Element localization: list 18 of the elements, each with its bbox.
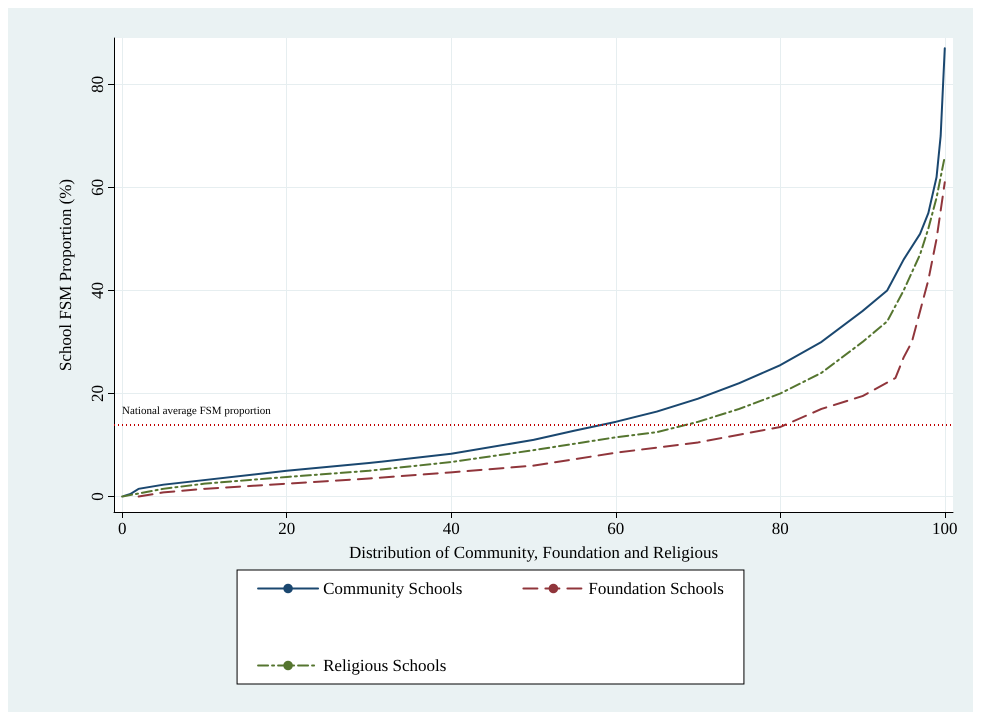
x-tick-label: 100 xyxy=(932,519,958,538)
y-tick-label: 40 xyxy=(88,282,107,299)
y-tick-label: 80 xyxy=(88,76,107,93)
ref-line-label: National average FSM proportion xyxy=(122,404,272,417)
y-axis-title: School FSM Proportion (%) xyxy=(56,178,75,372)
x-tick-label: 80 xyxy=(772,519,789,538)
legend-label: Community Schools xyxy=(323,579,462,598)
x-tick-label: 20 xyxy=(278,519,296,538)
x-tick-label: 40 xyxy=(442,519,460,538)
x-tick-label: 0 xyxy=(118,519,126,538)
x-axis-title: Distribution of Community, Foundation and Religious xyxy=(348,543,718,562)
y-tick-label: 0 xyxy=(88,492,107,501)
x-tick-label: 60 xyxy=(607,519,624,538)
y-tick-label: 60 xyxy=(88,178,107,196)
y-tick-label: 20 xyxy=(88,385,107,402)
line-series xyxy=(121,47,946,498)
legend-label: Religious Schools xyxy=(323,656,446,675)
legend-label: Foundation Schools xyxy=(588,579,724,598)
